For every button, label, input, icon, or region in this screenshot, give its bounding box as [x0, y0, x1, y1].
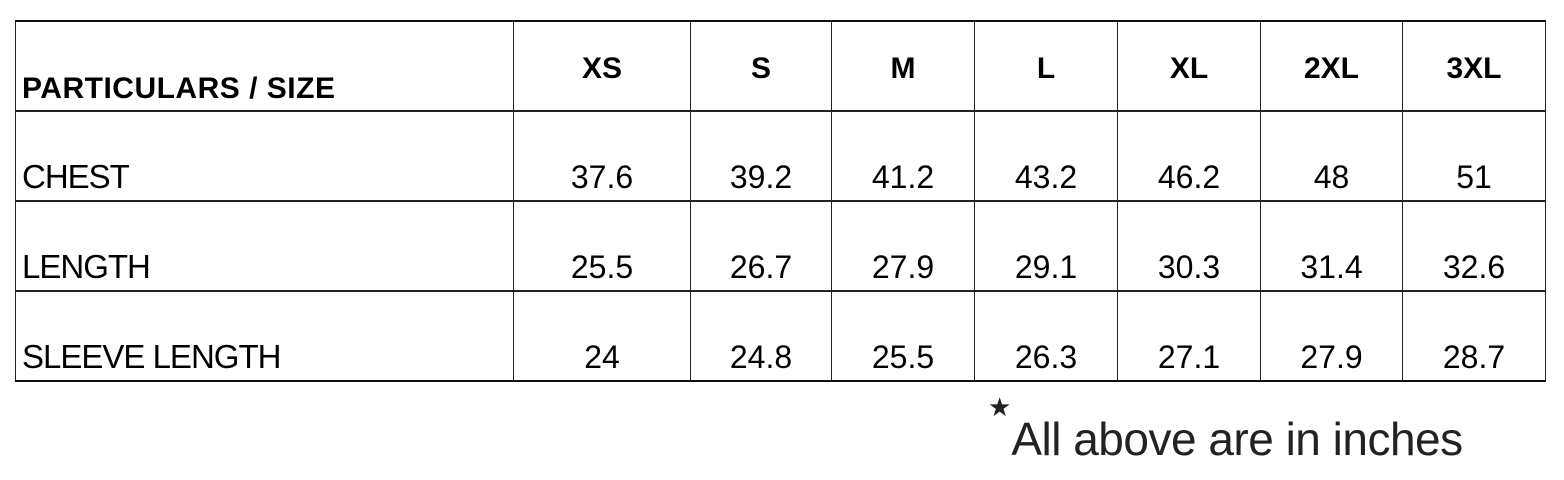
table-cell: 32.6 — [1402, 200, 1546, 292]
table-cell: 27.9 — [831, 200, 975, 292]
units-note-text: All above are in inches — [1011, 413, 1463, 465]
size-header: XL — [1117, 20, 1261, 112]
table-cell: 39.2 — [690, 110, 832, 202]
row-label: SLEEVE LENGTH — [15, 290, 514, 382]
size-header: 3XL — [1402, 20, 1546, 112]
table-cell: 48 — [1260, 110, 1403, 202]
size-header: L — [974, 20, 1118, 112]
table-row-length: LENGTH 25.5 26.7 27.9 29.1 30.3 31.4 32.… — [15, 200, 1546, 292]
star-icon: ★ — [988, 392, 1012, 422]
table-cell: 29.1 — [974, 200, 1118, 292]
table-cell: 24 — [513, 290, 691, 382]
size-header: 2XL — [1260, 20, 1403, 112]
table-cell: 27.1 — [1117, 290, 1261, 382]
table-cell: 25.5 — [513, 200, 691, 292]
table-cell: 28.7 — [1402, 290, 1546, 382]
table-row-chest: CHEST 37.6 39.2 41.2 43.2 46.2 48 51 — [15, 110, 1546, 202]
row-label: CHEST — [15, 110, 514, 202]
table-cell: 43.2 — [974, 110, 1118, 202]
table-cell: 25.5 — [831, 290, 975, 382]
row-label: LENGTH — [15, 200, 514, 292]
header-row: PARTICULARS / SIZE XS S M L XL 2XL 3XL — [15, 20, 1546, 112]
table-cell: 46.2 — [1117, 110, 1261, 202]
size-header: S — [690, 20, 832, 112]
table-cell: 24.8 — [690, 290, 832, 382]
table-cell: 26.3 — [974, 290, 1118, 382]
table-cell: 26.7 — [690, 200, 832, 292]
table-cell: 41.2 — [831, 110, 975, 202]
table-row-sleeve-length: SLEEVE LENGTH 24 24.8 25.5 26.3 27.1 27.… — [15, 290, 1546, 382]
table-cell: 27.9 — [1260, 290, 1403, 382]
table-cell: 51 — [1402, 110, 1546, 202]
size-header: M — [831, 20, 975, 112]
units-note: ★All above are in inches — [988, 392, 1463, 465]
size-header: XS — [513, 20, 691, 112]
header-label: PARTICULARS / SIZE — [15, 20, 514, 112]
table-cell: 30.3 — [1117, 200, 1261, 292]
table-cell: 37.6 — [513, 110, 691, 202]
size-chart-table: PARTICULARS / SIZE XS S M L XL 2XL 3XL C… — [15, 20, 1546, 382]
table-cell: 31.4 — [1260, 200, 1403, 292]
